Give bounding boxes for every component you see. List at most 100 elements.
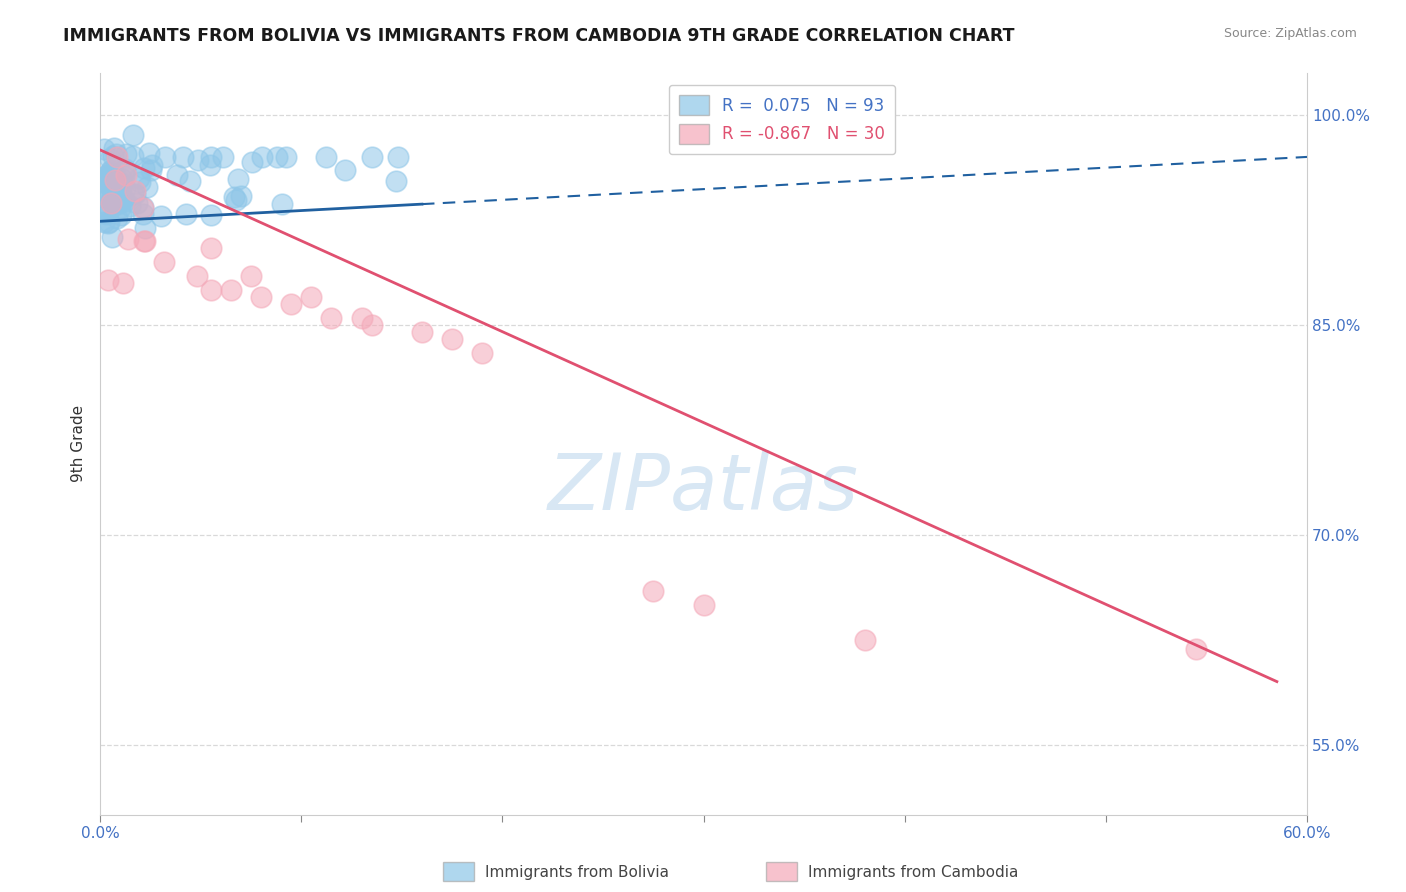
Point (276, 150, 298, 164)
Point (266, 150, 288, 164)
Point (229, 189, 252, 203)
Point (112, 169, 135, 183)
Point (219, 283, 242, 297)
Point (350, 310, 373, 325)
Point (122, 186, 145, 201)
Point (107, 195, 129, 210)
Point (139, 163, 162, 178)
Point (110, 170, 132, 185)
Point (108, 185, 131, 199)
Point (853, 632, 876, 647)
Point (134, 221, 156, 235)
Point (105, 196, 128, 211)
Point (186, 268, 208, 283)
Point (134, 234, 156, 248)
Point (387, 150, 409, 164)
Point (250, 150, 273, 164)
Point (103, 177, 125, 191)
Point (222, 190, 245, 204)
Point (97, 215, 120, 229)
Point (101, 190, 124, 204)
Point (132, 207, 155, 221)
Point (138, 146, 160, 161)
Point (96, 169, 118, 183)
Point (117, 232, 139, 246)
Text: IMMIGRANTS FROM BOLIVIA VS IMMIGRANTS FROM CAMBODIA 9TH GRADE CORRELATION CHART: IMMIGRANTS FROM BOLIVIA VS IMMIGRANTS FR… (63, 27, 1015, 45)
Point (200, 208, 222, 222)
Point (107, 193, 129, 207)
Point (335, 163, 357, 178)
Point (122, 128, 145, 142)
Point (97, 190, 120, 204)
Point (166, 168, 188, 182)
Point (134, 234, 156, 248)
Point (104, 173, 127, 187)
Point (110, 208, 132, 222)
Text: Immigrants from Bolivia: Immigrants from Bolivia (485, 865, 669, 880)
Point (105, 147, 128, 161)
Point (111, 193, 134, 207)
Point (176, 207, 198, 221)
Point (104, 168, 127, 182)
Point (132, 200, 155, 214)
Point (110, 185, 132, 199)
Point (105, 211, 128, 226)
Point (132, 161, 155, 175)
Point (115, 168, 138, 182)
Point (155, 150, 177, 164)
Point (411, 325, 433, 339)
Point (360, 150, 382, 164)
Point (211, 150, 233, 164)
Point (200, 241, 222, 255)
Point (98, 168, 121, 182)
Point (104, 172, 127, 186)
Point (96, 171, 118, 186)
Text: Immigrants from Cambodia: Immigrants from Cambodia (808, 865, 1019, 880)
Point (103, 141, 125, 155)
Point (360, 318, 382, 332)
Point (200, 283, 222, 297)
Point (100, 172, 122, 186)
Point (643, 583, 665, 598)
Text: ZIPatlas: ZIPatlas (548, 450, 859, 526)
Point (96, 190, 118, 204)
Text: Source: ZipAtlas.com: Source: ZipAtlas.com (1223, 27, 1357, 40)
Point (179, 174, 201, 188)
Point (103, 149, 125, 163)
Point (1185, 642, 1208, 657)
Point (96, 206, 118, 220)
Point (321, 310, 343, 325)
Point (100, 163, 122, 178)
Point (111, 276, 134, 290)
Point (100, 196, 122, 211)
Point (114, 194, 136, 208)
Point (98, 202, 121, 216)
Point (93, 186, 115, 201)
Point (225, 193, 247, 207)
Point (93, 214, 115, 228)
Point (200, 150, 222, 164)
Point (101, 182, 124, 196)
Point (250, 290, 273, 304)
Point (187, 153, 209, 168)
Point (93, 176, 115, 190)
Point (128, 175, 150, 189)
Point (105, 192, 128, 206)
Point (100, 196, 122, 211)
Point (98, 178, 121, 192)
Point (136, 180, 159, 194)
Point (114, 181, 136, 195)
Point (97, 273, 120, 287)
Point (128, 171, 150, 186)
Point (104, 181, 127, 195)
Legend: R =  0.075   N = 93, R = -0.867   N = 30: R = 0.075 N = 93, R = -0.867 N = 30 (669, 85, 896, 154)
Point (94, 207, 117, 221)
Point (97, 216, 120, 230)
Point (110, 201, 132, 215)
Point (114, 162, 136, 177)
Point (385, 174, 408, 188)
Point (240, 268, 263, 283)
Point (150, 209, 173, 223)
Point (692, 598, 714, 612)
Point (172, 150, 194, 164)
